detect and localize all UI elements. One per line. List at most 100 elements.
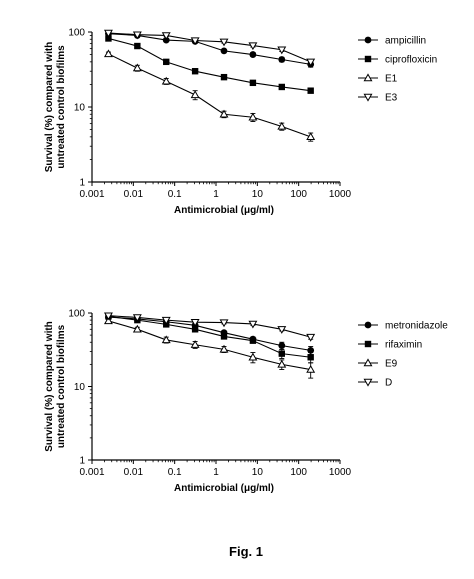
x-tick-label: 100 — [290, 467, 307, 478]
series-line — [108, 316, 311, 351]
data-point — [132, 31, 142, 40]
x-tick-label: 1 — [213, 467, 219, 478]
legend-item-rifaximin: rifaximin — [358, 340, 422, 351]
x-tick-label: 0.001 — [79, 189, 104, 200]
data-point — [248, 112, 258, 121]
data-point — [105, 35, 112, 42]
series-line — [108, 315, 311, 338]
legend-label: ampicillin — [385, 36, 426, 47]
legend-marker — [363, 358, 373, 367]
y-tick-label: 100 — [68, 309, 85, 320]
data-point — [132, 63, 142, 72]
data-point — [161, 316, 171, 325]
y-tick-label: 10 — [74, 382, 86, 393]
legend-label: ciprofloxicin — [385, 55, 437, 66]
legend-item-ampicillin: ampicillin — [358, 36, 426, 47]
series-line — [108, 320, 311, 371]
data-point — [277, 121, 287, 130]
data-point — [190, 90, 200, 99]
series-e9 — [103, 316, 316, 379]
data-point — [103, 312, 113, 321]
data-point — [220, 333, 228, 340]
legend-label: E3 — [385, 93, 398, 104]
legend-item-metronidazole: metronidazole — [358, 321, 448, 332]
legend-label: E9 — [385, 359, 398, 370]
data-point — [277, 359, 287, 368]
x-axis-title: Antimicrobial (μg/ml) — [174, 483, 274, 494]
data-point — [219, 344, 229, 353]
series-line — [108, 33, 311, 65]
figure-caption: Fig. 1 — [229, 544, 263, 559]
x-tick-label: 1 — [213, 189, 219, 200]
data-point — [163, 58, 170, 66]
data-point — [103, 49, 113, 58]
x-tick-label: 10 — [252, 467, 264, 478]
x-tick-label: 100 — [290, 189, 307, 200]
data-point — [277, 46, 287, 55]
legend-label: metronidazole — [385, 321, 448, 332]
y-tick-label: 1 — [79, 178, 85, 189]
data-point — [219, 109, 229, 118]
data-point — [306, 58, 316, 67]
data-point — [132, 324, 142, 333]
x-tick-label: 0.1 — [168, 467, 182, 478]
data-point — [191, 68, 199, 75]
legend-item-ciprofloxicin: ciprofloxicin — [358, 55, 437, 66]
series-line — [108, 53, 311, 138]
chart-top: 0.001 0.01 0.1 1 10 100 1000 1 10 100 Antimicrobia… — [44, 28, 437, 217]
data-point — [307, 354, 314, 361]
data-point — [249, 337, 257, 344]
data-point — [132, 314, 142, 323]
y-tick-label: 1 — [79, 456, 85, 467]
data-point — [103, 29, 113, 38]
data-point — [162, 36, 170, 44]
legend-marker — [363, 93, 373, 102]
data-point — [134, 42, 141, 50]
data-point — [220, 47, 228, 55]
y-axis-title: Survival (%) compared with — [44, 42, 55, 173]
chart-bottom: 0.001 0.01 0.1 1 10 100 1000 1 10 100 Antimicrobia… — [44, 309, 448, 495]
legend-label: D — [385, 378, 392, 389]
y-tick-label: 100 — [68, 28, 85, 39]
legend-item-e3: E3 — [358, 93, 398, 104]
y-axis-title: untreated control biofilms — [56, 324, 67, 448]
series-e1 — [103, 49, 316, 142]
data-point — [278, 83, 285, 91]
data-point — [191, 326, 199, 333]
data-point — [278, 342, 286, 350]
legend-item-e9: E9 — [358, 358, 398, 370]
data-point — [161, 32, 171, 41]
series-line — [108, 37, 311, 92]
series-line — [108, 32, 311, 63]
legend-label: E1 — [385, 74, 398, 85]
legend-marker — [364, 36, 372, 44]
x-tick-label: 0.001 — [79, 467, 104, 478]
data-point — [249, 51, 257, 58]
data-point — [248, 42, 258, 51]
data-point — [306, 333, 316, 342]
series-d — [103, 312, 316, 342]
data-point — [248, 320, 258, 329]
data-point — [278, 350, 285, 357]
data-point — [277, 326, 287, 334]
data-point — [249, 79, 257, 87]
data-point — [220, 73, 228, 81]
legend-marker — [363, 73, 373, 82]
x-tick-label: 1000 — [329, 189, 352, 200]
data-point — [219, 38, 229, 47]
data-point — [103, 316, 113, 325]
data-point — [307, 87, 314, 94]
x-axis-title: Antimicrobial (μg/ml) — [174, 205, 274, 216]
data-point — [190, 37, 200, 46]
y-axis-title: Survival (%) compared with — [44, 321, 55, 452]
series-ciprofloxicin — [105, 35, 314, 94]
x-tick-label: 0.01 — [124, 189, 144, 200]
x-tick-label: 0.01 — [124, 467, 144, 478]
x-tick-label: 1000 — [329, 467, 352, 478]
legend-item-d: D — [358, 378, 392, 389]
data-point — [190, 318, 200, 327]
x-tick-label: 10 — [252, 189, 264, 200]
y-tick-label: 10 — [74, 103, 86, 114]
data-point — [306, 364, 316, 373]
